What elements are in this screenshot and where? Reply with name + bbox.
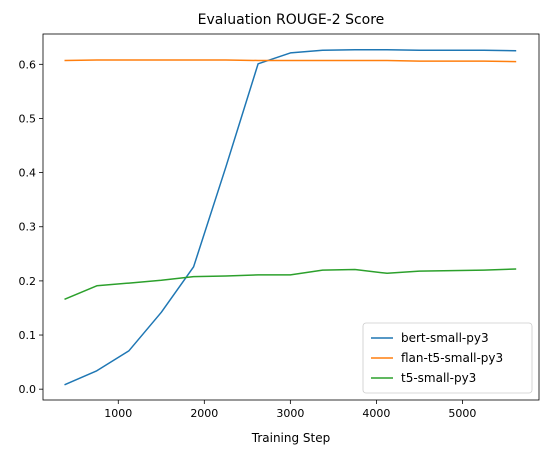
x-tick-label: 5000 <box>448 407 476 420</box>
legend-label: flan-t5-small-py3 <box>401 351 503 365</box>
chart-title: Evaluation ROUGE-2 Score <box>198 12 385 28</box>
x-tick-label: 1000 <box>104 407 132 420</box>
series-line-bert-small-py3 <box>64 48 517 386</box>
x-tick-label: 4000 <box>362 407 390 420</box>
y-tick-label: 0.2 <box>19 275 37 288</box>
legend-label: bert-small-py3 <box>401 331 489 345</box>
plot-area <box>42 33 540 401</box>
series-line-t5-small-py3 <box>64 268 517 300</box>
x-tick-label: 2000 <box>190 407 218 420</box>
series-lines <box>64 48 517 386</box>
legend-label: t5-small-py3 <box>401 371 476 385</box>
legend: bert-small-py3 flan-t5-small-py3 t5-small-… <box>362 322 533 394</box>
y-tick-label: 0.1 <box>19 329 37 342</box>
y-tick-label: 0.6 <box>19 58 37 71</box>
series-line-flan-t5-small-py3 <box>64 59 517 63</box>
y-tick-label: 0.5 <box>19 112 37 125</box>
axis-ticks: 1000 2000 3000 4000 5000 0.0 0.1 0.2 0.3 0.4 0.5 0.… <box>19 58 477 420</box>
y-tick-label: 0.0 <box>19 383 37 396</box>
y-tick-label: 0.4 <box>19 167 37 180</box>
x-axis-label: Training Step <box>251 431 331 445</box>
plot-frame <box>42 33 540 401</box>
y-tick-label: 0.3 <box>19 221 37 234</box>
x-tick-label: 3000 <box>276 407 304 420</box>
legend-box <box>362 322 533 394</box>
